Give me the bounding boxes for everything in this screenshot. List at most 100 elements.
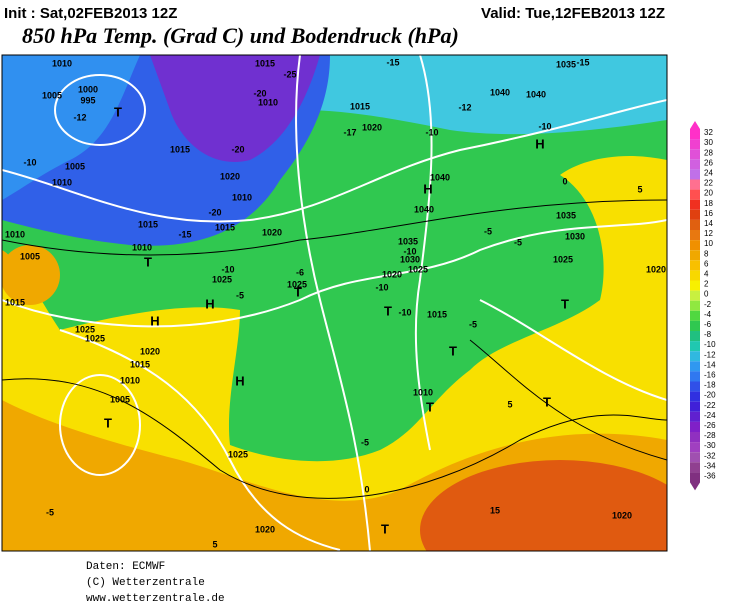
colorbar-swatch — [690, 240, 700, 251]
map-label: -20 — [208, 207, 221, 217]
map-label: 5 — [212, 539, 217, 549]
map-label: 1005 — [65, 161, 85, 171]
colorbar-label: -28 — [704, 431, 716, 440]
map-label: T — [543, 394, 551, 409]
map-label: 1015 — [130, 359, 150, 369]
colorbar-swatch — [690, 452, 700, 463]
map-label: 1010 — [132, 242, 152, 252]
colorbar-label: -2 — [704, 300, 712, 309]
colorbar-label: 12 — [704, 229, 713, 238]
map-label: H — [150, 313, 159, 328]
colorbar-label: -32 — [704, 451, 716, 460]
colorbar-label: 6 — [704, 259, 709, 268]
colorbar-label: 30 — [704, 138, 713, 147]
footer-source: Daten: ECMWF — [86, 561, 165, 573]
map-label: -12 — [458, 102, 471, 112]
map-label: 1030 — [400, 254, 420, 264]
footer-url: www.wetterzentrale.de — [86, 593, 225, 605]
map-label: 1015 — [5, 297, 25, 307]
colorbar-swatch — [690, 159, 700, 170]
colorbar-swatch — [690, 472, 700, 483]
colorbar-label: 20 — [704, 189, 713, 198]
map-label: -5 — [46, 507, 54, 517]
map-label: 1005 — [20, 251, 40, 261]
map-label: 1010 — [52, 58, 72, 68]
map-label: -10 — [23, 157, 36, 167]
map-label: -10 — [375, 282, 388, 292]
map-label: -5 — [361, 437, 369, 447]
colorbar-label: -22 — [704, 401, 716, 410]
map-label: -20 — [253, 88, 266, 98]
map-label: -5 — [236, 290, 244, 300]
colorbar-swatch — [690, 179, 700, 190]
colorbar-swatch — [690, 149, 700, 160]
colorbar-label: -18 — [704, 381, 716, 390]
colorbar-label: -4 — [704, 310, 712, 319]
map-label: 1020 — [612, 510, 632, 520]
map-label: T — [449, 343, 457, 358]
map-label: 1005 — [42, 90, 62, 100]
map-label: 1040 — [490, 87, 510, 97]
footer-copyright: (C) Wetterzentrale — [86, 577, 205, 589]
map-label: -10 — [425, 127, 438, 137]
map-label: 1025 — [287, 279, 307, 289]
map-label: -10 — [403, 246, 416, 256]
map-label: 1040 — [526, 89, 546, 99]
colorbar-swatch — [690, 189, 700, 200]
map-label: T — [381, 521, 389, 536]
colorbar-swatch — [690, 270, 700, 281]
colorbar-label: 2 — [704, 280, 709, 289]
colorbar-label: 28 — [704, 148, 713, 157]
map-label: -20 — [231, 144, 244, 154]
map-label: 1010 — [52, 177, 72, 187]
map-label: 1000 — [78, 84, 98, 94]
map-label: 1030 — [565, 231, 585, 241]
colorbar-label: -36 — [704, 472, 716, 481]
map-label: 1015 — [255, 58, 275, 68]
map-label: T — [294, 284, 302, 299]
map-label: 1025 — [553, 254, 573, 264]
colorbar-swatch — [690, 442, 700, 453]
map-label: 1020 — [646, 264, 666, 274]
colorbar-swatch — [690, 300, 700, 311]
colorbar-swatch — [690, 411, 700, 422]
map-label: 1010 — [232, 192, 252, 202]
map-field — [2, 55, 667, 551]
map-label: 1040 — [430, 172, 450, 182]
colorbar-label: -34 — [704, 461, 716, 470]
map-label: H — [535, 136, 544, 151]
colorbar-swatch — [690, 199, 700, 210]
colorbar-label: 8 — [704, 249, 709, 258]
colorbar-swatch — [690, 320, 700, 331]
map-label: H — [205, 296, 214, 311]
colorbar-label: 16 — [704, 209, 713, 218]
map-label: 1010 — [5, 229, 25, 239]
map-label: 0 — [364, 484, 369, 494]
colorbar-swatch — [690, 391, 700, 402]
map-label: -15 — [386, 57, 399, 67]
colorbar-label: -12 — [704, 350, 716, 359]
map-label: T — [114, 104, 122, 119]
colorbar-swatch — [690, 401, 700, 412]
map-label: 5 — [637, 184, 642, 194]
map-label: 1015 — [170, 144, 190, 154]
map-label: T — [561, 296, 569, 311]
map-label: 1010 — [120, 375, 140, 385]
colorbar-swatch — [690, 361, 700, 372]
map-label: 1035 — [398, 236, 418, 246]
map-label: T — [426, 399, 434, 414]
map-label: T — [384, 303, 392, 318]
map-label: -17 — [343, 127, 356, 137]
map-label: 1025 — [228, 449, 248, 459]
map-label: -10 — [221, 264, 234, 274]
map-label: 1025 — [75, 324, 95, 334]
map-label: 1025 — [212, 274, 232, 284]
colorbar-label: 32 — [704, 128, 713, 137]
colorbar-swatch — [690, 310, 700, 321]
colorbar-swatch — [690, 230, 700, 241]
colorbar-label: 22 — [704, 179, 713, 188]
map-label: -10 — [538, 121, 551, 131]
map-label: 1020 — [255, 524, 275, 534]
map-label: 15 — [490, 505, 500, 515]
